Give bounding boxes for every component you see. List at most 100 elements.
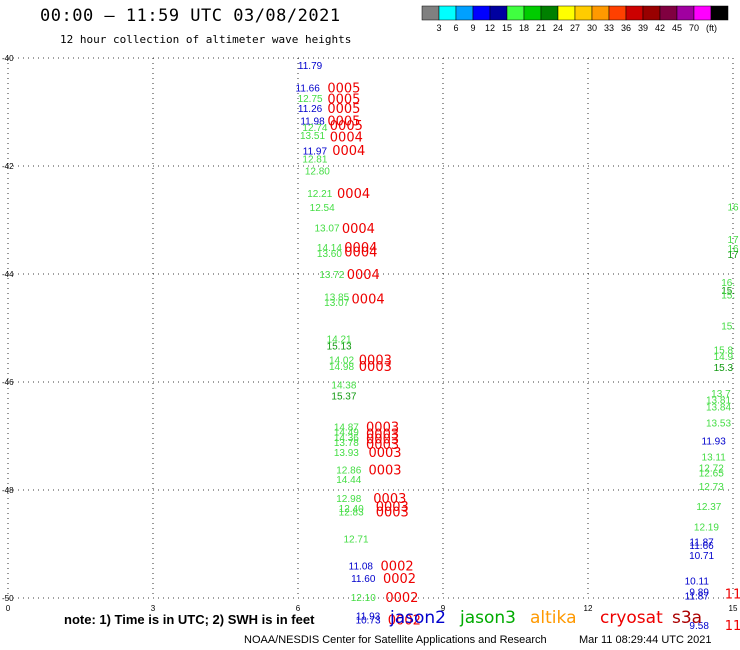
wave-height-label: 0005 — [327, 115, 360, 130]
colorbar-swatch — [540, 5, 559, 21]
wave-height-label: 15.13 — [327, 341, 352, 352]
wave-height-label: 11.98 — [300, 117, 325, 128]
legend-altika: altika — [530, 608, 577, 628]
wave-height-label: 11.66 — [296, 84, 321, 95]
wave-height-label: 16. — [721, 278, 735, 289]
colorbar-swatch — [455, 5, 474, 21]
colorbar-swatch — [676, 5, 695, 21]
wave-height-label: 0004 — [352, 292, 385, 307]
wave-height-label: 9.58 — [689, 621, 709, 632]
wave-height-label: 12.71 — [343, 535, 368, 546]
wave-height-label: 0003 — [373, 492, 406, 507]
wave-height-label: 0003 — [368, 446, 401, 461]
footer-timestamp: Mar 11 08:29:44 UTC 2021 — [579, 634, 712, 646]
wave-height-label: 12.83 — [339, 508, 364, 519]
x-tick-label: 9 — [441, 604, 446, 613]
colorbar-swatch — [710, 5, 729, 21]
colorbar-label: 42 — [655, 23, 665, 33]
colorbar-label: 27 — [570, 23, 580, 33]
colorbar-label: 18 — [519, 23, 529, 33]
colorbar-swatch — [472, 5, 491, 21]
footer: NOAA/NESDIS Center for Satellite Applica… — [244, 634, 711, 646]
y-tick-label: -40 — [2, 54, 14, 63]
wave-height-label: 11.60 — [351, 574, 376, 585]
wave-height-label: 10.73 — [356, 616, 381, 627]
wave-height-label: 12.98 — [336, 494, 361, 505]
wave-height-label: 13.51 — [300, 131, 325, 142]
chart-title: 00:00 – 11:59 UTC 03/08/2021 — [40, 6, 341, 26]
colorbar-swatch — [625, 5, 644, 21]
wave-height-label: 11.93 — [702, 436, 727, 447]
wave-height-label: 11.87 — [685, 591, 710, 602]
colorbar-label: 24 — [553, 23, 563, 33]
colorbar-label: 33 — [604, 23, 614, 33]
legend-jason3: jason3 — [460, 608, 516, 628]
wave-height-label: 13.93 — [334, 448, 359, 459]
wave-height-label: 14.87 — [334, 422, 359, 433]
colorbar-label: 9 — [470, 23, 475, 33]
wave-height-label: 0004 — [342, 222, 375, 237]
wave-height-label: 11.79 — [298, 61, 323, 72]
wave-height-label: 0002 — [381, 560, 414, 575]
colorbar-label: 45 — [672, 23, 682, 33]
wave-height-label: 14.38 — [331, 381, 356, 392]
wave-height-label: 0003 — [376, 506, 409, 521]
wave-height-label: 12.72 — [699, 463, 724, 474]
wave-height-label: 13.07 — [324, 298, 349, 309]
wave-height-label: 13.11 — [702, 453, 727, 464]
colorbar-swatch — [591, 5, 610, 21]
wave-height-label: 11.08 — [349, 562, 374, 573]
footer-credit: NOAA/NESDIS Center for Satellite Applica… — [244, 634, 547, 646]
wave-height-label: 12.54 — [310, 203, 335, 214]
colorbar-swatch — [421, 5, 440, 21]
wave-height-label: 0003 — [366, 438, 399, 453]
wave-height-label: 0005 — [330, 119, 363, 134]
x-tick-label: 12 — [584, 604, 593, 613]
wave-height-label: 0003 — [366, 427, 399, 442]
wave-height-label: 15. — [721, 286, 735, 297]
wave-height-label: 0003 — [359, 353, 392, 368]
wave-height-label: 11 — [725, 619, 740, 634]
wave-height-label: 16 — [727, 244, 739, 255]
wave-height-label: 13.7 — [711, 389, 731, 400]
x-tick-label: 3 — [151, 604, 156, 613]
colorbar-label: 21 — [536, 23, 546, 33]
wave-height-label: 13.53 — [706, 419, 731, 430]
y-tick-label: -42 — [2, 162, 14, 171]
colorbar-label: 70 — [689, 23, 699, 33]
wave-height-label: 0002 — [385, 591, 418, 606]
wave-height-label: 13.72 — [319, 270, 344, 281]
wave-height-label: 12.80 — [305, 166, 330, 177]
wave-height-label: 0003 — [366, 433, 399, 448]
wave-height-label: 17 — [727, 250, 739, 261]
wave-height-label: 0004 — [332, 144, 365, 159]
wave-height-label: 13.60 — [317, 249, 342, 260]
wave-height-label: 13.84 — [706, 402, 731, 413]
note-text: note: 1) Time is in UTC; 2) SWH is in fe… — [64, 612, 315, 627]
wave-height-label: 0005 — [327, 82, 360, 97]
wave-height-label: 12.81 — [302, 154, 327, 165]
wave-height-label: 12.86 — [336, 465, 361, 476]
wave-height-label: 13.07 — [314, 224, 339, 235]
wave-height-label: 0003 — [376, 500, 409, 515]
colorbar-swatch — [506, 5, 525, 21]
wave-height-label: 12.21 — [307, 189, 332, 200]
wave-height-label: 11.93 — [356, 611, 381, 622]
y-tick-label: -44 — [2, 270, 14, 279]
wave-height-label: 12.40 — [339, 504, 364, 515]
wave-height-label: 0005 — [327, 93, 360, 108]
colorbar-swatch — [523, 5, 542, 21]
wave-height-label: 15. — [721, 291, 735, 302]
wave-height-label: 14.98 — [329, 362, 354, 373]
wave-height-label: 14.21 — [327, 334, 352, 345]
colorbar-label: 12 — [485, 23, 495, 33]
wave-height-label: 12.37 — [696, 502, 721, 513]
y-tick-label: -48 — [2, 486, 14, 495]
colorbar-swatch — [438, 5, 457, 21]
wave-height-label: 15.37 — [331, 392, 356, 403]
legend-jason2: jason2 — [390, 608, 446, 628]
wave-height-label: 0002 — [383, 572, 416, 587]
colorbar-swatch — [557, 5, 576, 21]
wave-height-label: 0004 — [347, 268, 380, 283]
legend-cryosat: cryosat — [600, 608, 663, 628]
